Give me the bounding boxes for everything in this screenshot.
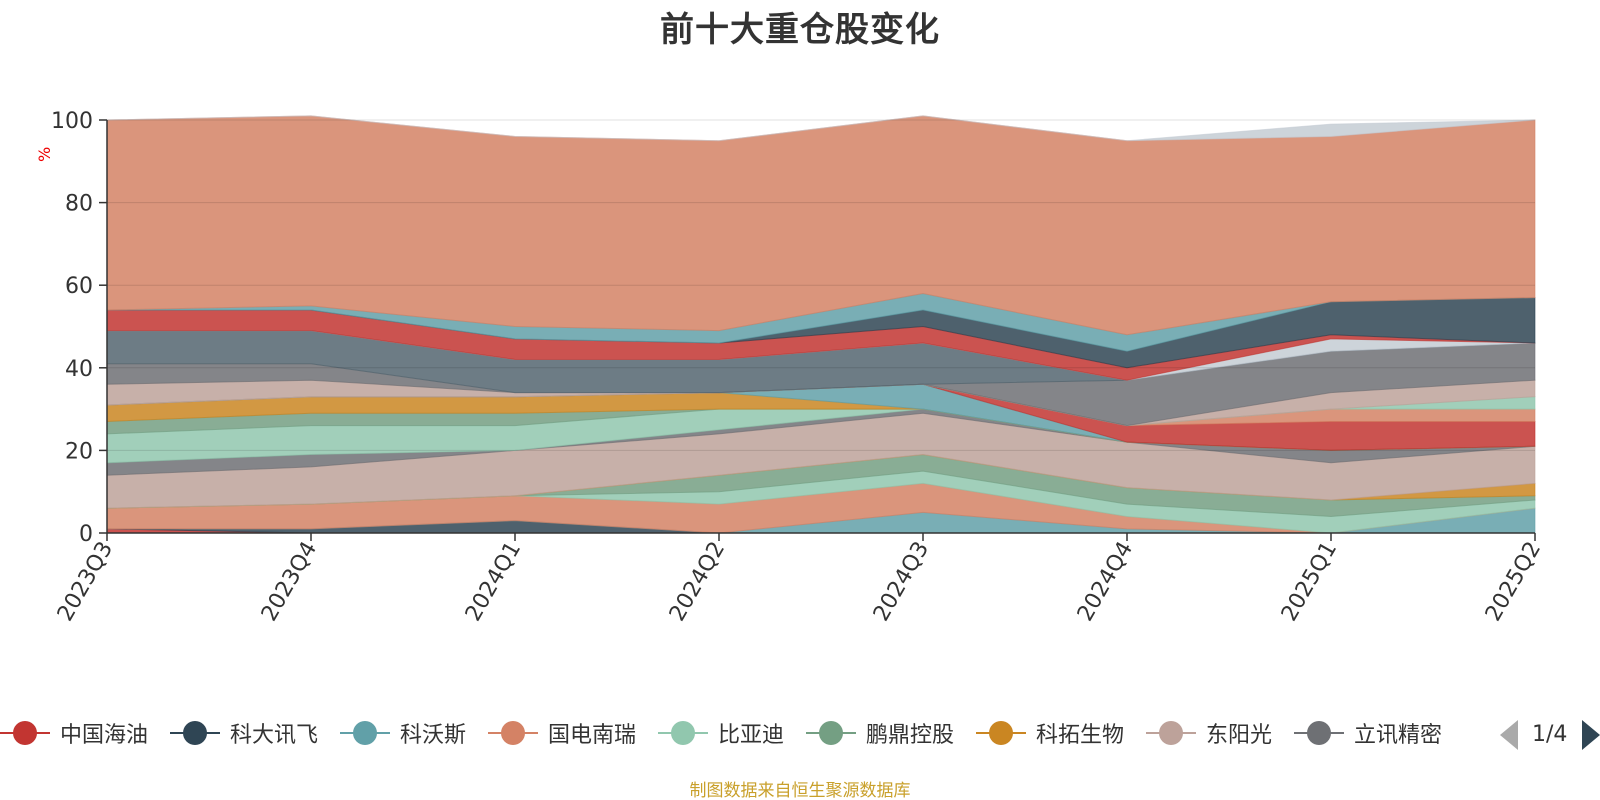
legend-marker-icon <box>806 718 856 748</box>
y-axis-unit: % <box>35 147 54 162</box>
legend-pager: 1/4 <box>1500 720 1600 750</box>
legend-item[interactable]: 中国海油 <box>0 713 148 753</box>
legend-label: 国电南瑞 <box>548 723 637 748</box>
legend-label: 鹏鼎控股 <box>866 723 955 748</box>
x-tick-label: 2024Q3 <box>869 538 934 626</box>
legend-marker-icon <box>340 718 390 748</box>
x-tick-label: 2024Q4 <box>1073 538 1138 626</box>
grid-lines <box>107 119 1535 451</box>
series-areas <box>106 115 1536 534</box>
legend-item[interactable]: 科沃斯 <box>340 713 466 753</box>
legend-item[interactable]: 科大讯飞 <box>170 713 318 753</box>
legend-item[interactable]: 国电南瑞 <box>488 713 636 753</box>
x-tick-label: 2024Q2 <box>665 538 730 626</box>
legend-label: 中国海油 <box>60 723 149 748</box>
y-tick-labels: 0 20 40 60 80 100 <box>51 109 93 547</box>
y-tick-label: 100 <box>51 109 93 134</box>
legend-label: 比亚迪 <box>718 723 785 748</box>
x-tick-label: 2023Q4 <box>257 538 322 626</box>
legend-item[interactable]: 东阳光 <box>1146 713 1272 753</box>
legend-marker-icon <box>170 718 220 748</box>
y-tick-label: 20 <box>65 439 93 464</box>
legend-item[interactable]: 立讯精密 <box>1294 713 1442 753</box>
y-tick-label: 80 <box>65 192 93 217</box>
x-tick-label: 2023Q3 <box>53 538 118 626</box>
chart-title: 前十大重仓股变化 <box>660 10 940 50</box>
legend-marker-icon <box>658 718 708 748</box>
legend-label: 科大讯飞 <box>230 723 319 748</box>
legend-marker-icon <box>0 718 50 748</box>
y-tick-label: 40 <box>65 357 93 382</box>
legend-label: 立讯精密 <box>1354 723 1443 748</box>
x-tick-label: 2024Q1 <box>461 538 526 626</box>
legend-page-indicator: 1/4 <box>1532 722 1568 747</box>
y-tick-label: 0 <box>79 522 93 547</box>
legend-label: 科拓生物 <box>1036 723 1125 748</box>
series-area-24 <box>106 115 1536 336</box>
legend-label: 东阳光 <box>1206 723 1273 748</box>
legend: 中国海油 科大讯飞 科沃斯 国电南瑞 比亚迪 鹏鼎控股 科拓生物 东阳光 立讯精密 <box>0 713 1600 753</box>
legend-item[interactable]: 科拓生物 <box>976 713 1124 753</box>
x-tick-label: 2025Q2 <box>1481 538 1546 626</box>
x-tick-labels: 2023Q3 2023Q4 2024Q1 2024Q2 2024Q3 2024Q4 2025… <box>53 538 1546 626</box>
legend-prev-page-icon[interactable] <box>1500 720 1518 750</box>
legend-next-page-icon[interactable] <box>1582 720 1600 750</box>
legend-items: 中国海油 科大讯飞 科沃斯 国电南瑞 比亚迪 鹏鼎控股 科拓生物 东阳光 立讯精密 <box>0 713 1482 753</box>
legend-marker-icon <box>488 718 538 748</box>
y-tick-label: 60 <box>65 274 93 299</box>
legend-marker-icon <box>1146 718 1196 748</box>
legend-item[interactable]: 比亚迪 <box>658 713 784 753</box>
legend-marker-icon <box>1294 718 1344 748</box>
legend-label: 科沃斯 <box>400 723 467 748</box>
axes <box>99 119 1536 541</box>
source-note: 制图数据来自恒生聚源数据库 <box>689 781 911 800</box>
x-tick-label: 2025Q1 <box>1277 538 1342 626</box>
legend-marker-icon <box>976 718 1026 748</box>
legend-item[interactable]: 鹏鼎控股 <box>806 713 954 753</box>
series-area-25 <box>106 115 1536 142</box>
